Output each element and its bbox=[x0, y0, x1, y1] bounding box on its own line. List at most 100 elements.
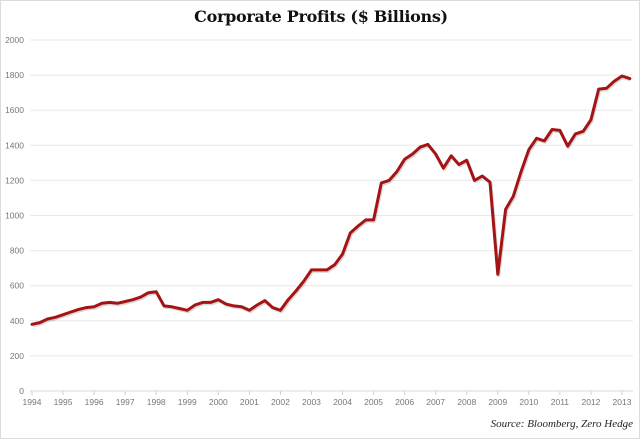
data-point bbox=[77, 308, 80, 311]
data-point bbox=[139, 296, 142, 299]
data-point bbox=[178, 307, 181, 310]
data-point bbox=[108, 301, 111, 304]
data-point bbox=[54, 316, 57, 319]
data-point bbox=[527, 148, 530, 151]
y-tick-label: 200 bbox=[10, 351, 24, 361]
data-point bbox=[38, 321, 41, 324]
data-point bbox=[621, 74, 624, 77]
data-point bbox=[232, 304, 235, 307]
data-point bbox=[574, 132, 577, 135]
data-point bbox=[155, 290, 158, 293]
data-point bbox=[85, 306, 88, 309]
data-point bbox=[558, 129, 561, 132]
data-point bbox=[124, 300, 127, 303]
x-tick-label: 2013 bbox=[613, 397, 632, 407]
data-point bbox=[496, 273, 499, 276]
data-point bbox=[287, 298, 290, 301]
data-point bbox=[543, 139, 546, 142]
series-line-shadow bbox=[32, 76, 632, 328]
y-tick-label: 1400 bbox=[5, 140, 24, 150]
data-point bbox=[489, 181, 492, 184]
data-point bbox=[62, 313, 65, 316]
data-point bbox=[566, 145, 569, 148]
data-point bbox=[605, 87, 608, 90]
x-tick-label: 2004 bbox=[333, 397, 352, 407]
data-point bbox=[333, 263, 336, 266]
data-point bbox=[186, 309, 189, 312]
data-point bbox=[450, 154, 453, 157]
data-point bbox=[380, 182, 383, 185]
data-point bbox=[395, 170, 398, 173]
data-point bbox=[170, 305, 173, 308]
data-point bbox=[341, 253, 344, 256]
y-tick-label: 2000 bbox=[5, 35, 24, 45]
x-tick-label: 2005 bbox=[364, 397, 383, 407]
data-point bbox=[535, 137, 538, 140]
data-point bbox=[473, 179, 476, 182]
data-point bbox=[628, 77, 631, 80]
data-point bbox=[240, 305, 243, 308]
data-point bbox=[372, 218, 375, 221]
data-point bbox=[613, 80, 616, 83]
x-tick-label: 2008 bbox=[457, 397, 476, 407]
data-point bbox=[349, 232, 352, 235]
chart-title: Corporate Profits ($ Billions) bbox=[194, 7, 448, 26]
data-point bbox=[442, 167, 445, 170]
data-point bbox=[263, 299, 266, 302]
y-tick-label: 1600 bbox=[5, 105, 24, 115]
data-point bbox=[131, 298, 134, 301]
x-tick-label: 2006 bbox=[395, 397, 414, 407]
x-tick-label: 1997 bbox=[116, 397, 135, 407]
data-point bbox=[457, 163, 460, 166]
data-point bbox=[100, 302, 103, 305]
x-tick-label: 2002 bbox=[271, 397, 290, 407]
x-tick-label: 1999 bbox=[178, 397, 197, 407]
data-point bbox=[294, 289, 297, 292]
data-point bbox=[279, 309, 282, 312]
x-tick-label: 2009 bbox=[488, 397, 507, 407]
data-point bbox=[551, 128, 554, 131]
data-point bbox=[302, 280, 305, 283]
y-tick-label: 0 bbox=[19, 386, 24, 396]
data-point bbox=[116, 302, 119, 305]
source-note: Source: Bloomberg, Zero Hedge bbox=[490, 418, 633, 430]
data-point bbox=[46, 318, 49, 321]
x-tick-label: 2003 bbox=[302, 397, 321, 407]
y-tick-label: 600 bbox=[10, 281, 24, 291]
data-point bbox=[326, 268, 329, 271]
data-point bbox=[388, 179, 391, 182]
data-point bbox=[69, 311, 72, 314]
x-tick-label: 2007 bbox=[426, 397, 445, 407]
data-point bbox=[209, 301, 212, 304]
x-tick-label: 2011 bbox=[551, 397, 570, 407]
y-tick-label: 400 bbox=[10, 316, 24, 326]
x-tick-label: 1998 bbox=[147, 397, 166, 407]
data-point bbox=[194, 304, 197, 307]
data-point bbox=[271, 306, 274, 309]
data-point bbox=[481, 175, 484, 178]
data-point bbox=[411, 153, 414, 156]
data-point bbox=[419, 146, 422, 149]
data-point bbox=[434, 153, 437, 156]
data-point bbox=[93, 305, 96, 308]
y-tick-label: 800 bbox=[10, 246, 24, 256]
data-point bbox=[364, 218, 367, 221]
data-point bbox=[248, 309, 251, 312]
data-point bbox=[465, 159, 468, 162]
data-point bbox=[504, 208, 507, 211]
x-tick-label: 2010 bbox=[519, 397, 538, 407]
data-point bbox=[162, 304, 165, 307]
data-point bbox=[426, 143, 429, 146]
data-point bbox=[357, 225, 360, 228]
data-point bbox=[597, 88, 600, 91]
data-point bbox=[512, 195, 515, 198]
data-point bbox=[318, 268, 321, 271]
data-point bbox=[217, 298, 220, 301]
data-point bbox=[589, 118, 592, 121]
y-tick-label: 1200 bbox=[5, 175, 24, 185]
x-tick-label: 2000 bbox=[209, 397, 228, 407]
data-point bbox=[147, 291, 150, 294]
y-tick-label: 1000 bbox=[5, 211, 24, 221]
